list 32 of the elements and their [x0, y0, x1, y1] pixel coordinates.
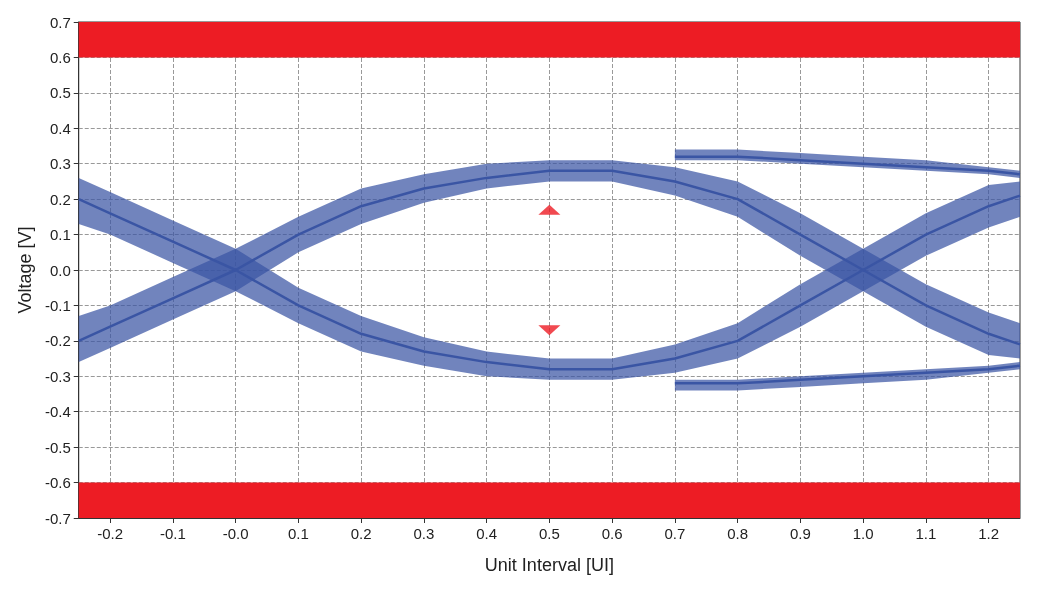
y-tick-label: -0.1 [44, 296, 71, 314]
y-tick-label: 0.0 [49, 261, 71, 279]
y-tick-label: -0.3 [44, 367, 71, 385]
x-axis-title: Unit Interval [UI] [484, 555, 614, 575]
y-tick-label: 0.6 [49, 48, 71, 66]
x-tick-label: -0.2 [97, 525, 124, 542]
y-tick-label: 0.3 [49, 155, 71, 173]
y-tick-label: -0.7 [44, 509, 71, 527]
y-tick-label: 0.4 [49, 119, 71, 137]
y-tick-label: -0.2 [44, 332, 71, 350]
x-tick-label: 1.0 [852, 525, 874, 542]
x-tick-label: 0.7 [664, 525, 686, 542]
x-tick-label: 1.1 [915, 525, 937, 542]
x-tick-label: 0.1 [287, 525, 309, 542]
y-tick-label: -0.4 [44, 403, 71, 421]
x-tick-label: 0.4 [476, 525, 498, 542]
y-axis-title: Voltage [V] [15, 226, 35, 314]
x-tick-label: 0.5 [538, 525, 560, 542]
y-tick-label: 0.5 [49, 84, 71, 102]
x-tick-label: 0.2 [350, 525, 372, 542]
x-tick-label: -0.1 [159, 525, 186, 542]
y-tick-label: -0.5 [44, 438, 71, 456]
y-tick-label: -0.6 [44, 474, 71, 492]
x-tick-label: 1.2 [978, 525, 1000, 542]
y-tick-label: 0.7 [49, 13, 71, 31]
y-tick-label: 0.2 [49, 190, 71, 208]
x-tick-label: 0.6 [601, 525, 623, 542]
x-tick-label: 0.9 [789, 525, 811, 542]
x-tick-label: 0.8 [727, 525, 749, 542]
x-tick-label: -0.0 [222, 525, 249, 542]
x-tick-label: 0.3 [413, 525, 435, 542]
y-tick-label: 0.1 [49, 226, 71, 244]
